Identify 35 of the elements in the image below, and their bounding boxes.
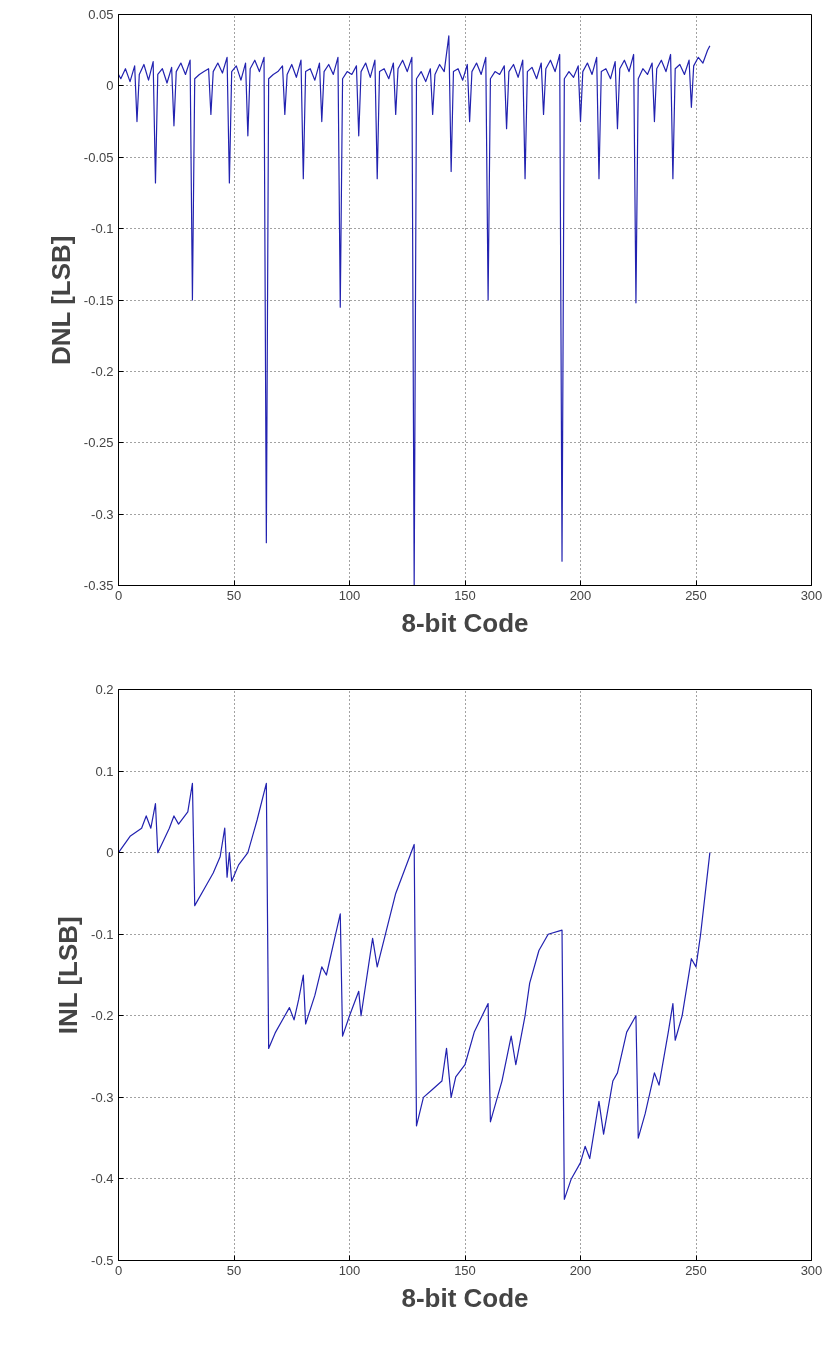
x-tick-label: 100 bbox=[338, 587, 361, 603]
y-axis-title: DNL [LSB] bbox=[45, 235, 76, 365]
x-tick-label: 300 bbox=[800, 1262, 823, 1278]
x-tick-label: 50 bbox=[226, 1262, 242, 1278]
x-axis-title: 8-bit Code bbox=[401, 607, 529, 638]
y-tick-label: -0.1 bbox=[91, 926, 114, 942]
x-tick-label: 300 bbox=[800, 587, 823, 603]
y-tick-label: 0 bbox=[106, 78, 114, 94]
x-tick-label: 100 bbox=[338, 1262, 361, 1278]
y-tick-label: 0.1 bbox=[95, 763, 114, 779]
y-tick-label: -0.1 bbox=[91, 221, 114, 237]
y-tick-label: -0.4 bbox=[91, 1171, 114, 1187]
x-tick-label: 250 bbox=[685, 587, 707, 603]
x-tick-label: 150 bbox=[454, 1262, 476, 1278]
y-tick-label: 0.05 bbox=[88, 7, 114, 22]
y-tick-label: -0.3 bbox=[91, 1089, 114, 1105]
y-tick-label: -0.3 bbox=[91, 506, 114, 522]
y-tick-label: -0.15 bbox=[83, 292, 114, 308]
line-series bbox=[118, 782, 711, 1200]
y-tick-label: 0 bbox=[106, 845, 114, 861]
x-tick-label: 150 bbox=[454, 587, 476, 603]
x-axis-title: 8-bit Code bbox=[401, 1282, 529, 1313]
x-tick-label: 200 bbox=[569, 1262, 592, 1278]
y-tick-label: -0.2 bbox=[91, 363, 114, 379]
y-axis-title: INL [LSB] bbox=[53, 916, 84, 1035]
x-tick-label: 50 bbox=[226, 587, 242, 603]
y-tick-label: -0.05 bbox=[83, 149, 114, 165]
x-tick-label: 200 bbox=[569, 587, 592, 603]
y-tick-label: -0.25 bbox=[83, 435, 114, 451]
x-tick-label: 250 bbox=[685, 1262, 707, 1278]
line-series bbox=[118, 35, 711, 586]
y-tick-label: 0.2 bbox=[95, 682, 114, 697]
y-tick-label: -0.35 bbox=[83, 578, 114, 593]
y-tick-label: -0.2 bbox=[91, 1008, 114, 1024]
y-tick-label: -0.5 bbox=[91, 1253, 114, 1268]
